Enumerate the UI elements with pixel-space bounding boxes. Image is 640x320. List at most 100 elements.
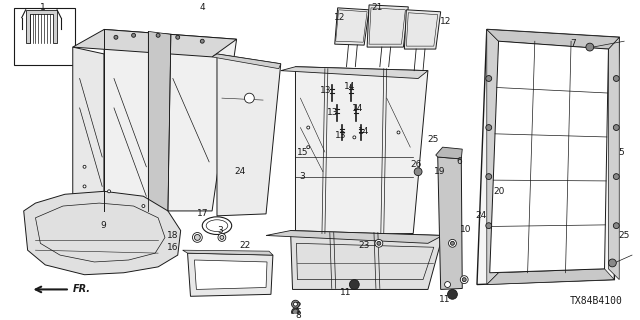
Circle shape [294, 310, 298, 314]
Text: 25: 25 [427, 135, 438, 144]
Polygon shape [188, 253, 273, 296]
Text: 7: 7 [570, 39, 576, 48]
Circle shape [307, 146, 310, 149]
Polygon shape [212, 54, 281, 69]
Text: 13: 13 [320, 86, 332, 95]
Text: 16: 16 [167, 243, 179, 252]
Circle shape [377, 241, 381, 245]
Circle shape [451, 241, 454, 245]
Circle shape [486, 174, 492, 180]
Circle shape [176, 35, 180, 39]
Text: 13: 13 [335, 131, 346, 140]
Text: 14: 14 [344, 82, 355, 91]
Polygon shape [26, 10, 57, 43]
Circle shape [486, 76, 492, 81]
Polygon shape [217, 54, 281, 216]
Text: 5: 5 [618, 148, 624, 156]
Text: 4: 4 [200, 3, 205, 12]
Text: 12: 12 [334, 13, 346, 22]
Circle shape [353, 136, 356, 139]
Circle shape [200, 39, 204, 43]
Polygon shape [266, 231, 443, 243]
Text: 24: 24 [234, 167, 245, 176]
Text: 18: 18 [167, 231, 179, 240]
Text: 11: 11 [439, 295, 451, 304]
FancyBboxPatch shape [14, 8, 75, 65]
Text: 9: 9 [100, 221, 106, 230]
Text: 6: 6 [456, 157, 462, 166]
Circle shape [460, 276, 468, 284]
Circle shape [108, 190, 111, 193]
Text: 14: 14 [351, 104, 363, 113]
Circle shape [307, 126, 310, 129]
Circle shape [375, 239, 383, 247]
Text: 15: 15 [296, 148, 308, 156]
Circle shape [132, 33, 136, 37]
Polygon shape [195, 260, 267, 289]
Polygon shape [438, 157, 462, 289]
Polygon shape [24, 191, 180, 275]
Circle shape [83, 185, 86, 188]
Text: 14: 14 [358, 127, 369, 136]
Text: 24: 24 [476, 211, 486, 220]
Circle shape [142, 204, 145, 207]
Polygon shape [404, 10, 441, 49]
Text: 3: 3 [300, 172, 305, 181]
Polygon shape [477, 29, 620, 284]
Polygon shape [148, 31, 171, 211]
Circle shape [462, 278, 466, 282]
Circle shape [195, 235, 200, 240]
Text: 2: 2 [296, 302, 301, 311]
Text: 26: 26 [410, 160, 422, 169]
Circle shape [445, 282, 451, 287]
Circle shape [447, 289, 458, 299]
Circle shape [613, 76, 620, 81]
Circle shape [83, 165, 86, 168]
Circle shape [349, 280, 359, 289]
Circle shape [397, 131, 400, 134]
Polygon shape [296, 67, 428, 236]
Polygon shape [609, 37, 620, 280]
Polygon shape [182, 250, 273, 255]
Polygon shape [487, 269, 614, 284]
Polygon shape [487, 29, 620, 49]
Circle shape [244, 93, 254, 103]
Text: 3: 3 [217, 226, 223, 235]
Circle shape [486, 223, 492, 228]
Text: 23: 23 [358, 241, 370, 250]
Text: 13: 13 [327, 108, 339, 117]
Text: 20: 20 [493, 187, 504, 196]
Polygon shape [487, 29, 499, 284]
Circle shape [449, 239, 456, 247]
Circle shape [414, 168, 422, 176]
Polygon shape [436, 147, 462, 159]
Text: 10: 10 [460, 225, 471, 234]
Circle shape [114, 35, 118, 39]
Text: 21: 21 [371, 3, 383, 12]
Circle shape [613, 223, 620, 228]
Ellipse shape [206, 220, 228, 232]
Polygon shape [73, 29, 237, 57]
Text: 19: 19 [434, 167, 445, 176]
Polygon shape [73, 47, 104, 211]
Circle shape [193, 233, 202, 242]
Circle shape [292, 308, 300, 316]
Circle shape [156, 33, 160, 37]
Circle shape [294, 302, 298, 306]
Text: 11: 11 [340, 288, 351, 297]
Polygon shape [291, 231, 443, 289]
Circle shape [220, 236, 224, 239]
Circle shape [292, 300, 300, 308]
Text: 8: 8 [296, 311, 301, 320]
Circle shape [613, 124, 620, 131]
Text: 1: 1 [40, 3, 46, 12]
Text: 22: 22 [240, 241, 251, 250]
Circle shape [613, 174, 620, 180]
Polygon shape [104, 29, 237, 211]
Circle shape [586, 43, 594, 51]
Polygon shape [281, 67, 428, 78]
Circle shape [609, 259, 616, 267]
Circle shape [218, 234, 226, 241]
Polygon shape [367, 5, 408, 47]
Circle shape [486, 124, 492, 131]
